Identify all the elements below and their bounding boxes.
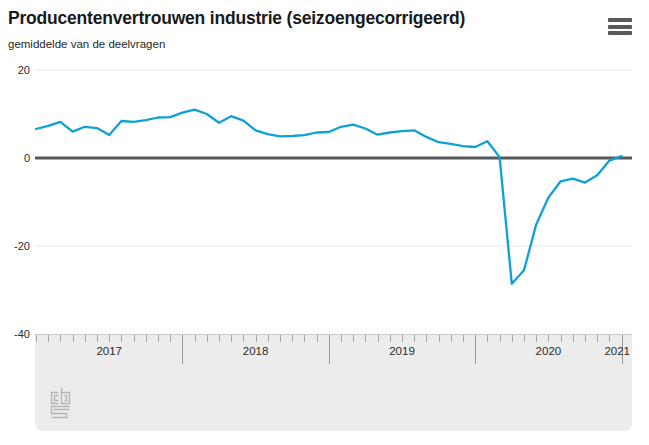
month-tick: [402, 335, 403, 342]
y-tick-label: -40: [0, 328, 30, 340]
month-tick: [585, 335, 586, 342]
month-tick: [426, 335, 427, 342]
month-tick: [292, 335, 293, 342]
year-separator: [329, 335, 330, 364]
hamburger-icon: [608, 25, 632, 29]
month-tick: [341, 335, 342, 342]
month-tick: [548, 335, 549, 342]
month-tick: [451, 335, 452, 342]
chart-title: Producentenvertrouwen industrie (seizoen…: [8, 8, 568, 29]
month-tick: [207, 335, 208, 342]
time-axis-panel[interactable]: 2017 2018 2019 2020 2021: [35, 334, 632, 431]
month-tick: [268, 335, 269, 342]
month-tick: [134, 335, 135, 342]
month-tick: [195, 335, 196, 342]
month-tick: [463, 335, 464, 342]
month-tick: [146, 335, 147, 342]
year-separator: [475, 335, 476, 364]
cbs-logo-b: [62, 388, 70, 404]
month-tick: [353, 335, 354, 342]
month-tick: [73, 335, 74, 342]
plot-area: [0, 0, 649, 340]
hamburger-icon: [608, 31, 632, 35]
month-tick: [317, 335, 318, 342]
month-tick: [97, 335, 98, 342]
month-tick: [243, 335, 244, 342]
chart-subtitle: gemiddelde van de deelvragen: [8, 38, 408, 50]
month-tick: [378, 335, 379, 342]
month-tick: [256, 335, 257, 342]
month-tick: [231, 335, 232, 342]
month-tick: [60, 335, 61, 342]
chart-widget: Producentenvertrouwen industrie (seizoen…: [0, 0, 649, 445]
month-tick: [121, 335, 122, 342]
month-tick: [487, 335, 488, 342]
month-tick: [573, 335, 574, 342]
chart-menu-button[interactable]: [608, 18, 632, 35]
month-tick: [36, 335, 37, 342]
cbs-logo: [48, 386, 72, 422]
x-year-label: 2018: [243, 345, 269, 357]
y-tick-label: -20: [0, 240, 30, 252]
year-separator: [182, 335, 183, 364]
month-tick: [414, 335, 415, 342]
month-tick: [109, 335, 110, 342]
y-tick-label: 0: [0, 152, 30, 164]
month-tick: [536, 335, 537, 342]
cbs-logo-s: [52, 407, 70, 418]
month-tick: [365, 335, 366, 342]
month-tick: [500, 335, 501, 342]
month-tick: [597, 335, 598, 342]
x-year-label: 2020: [536, 345, 562, 357]
month-tick: [512, 335, 513, 342]
month-tick: [390, 335, 391, 342]
month-tick: [304, 335, 305, 342]
hamburger-icon: [608, 18, 632, 22]
month-tick: [170, 335, 171, 342]
month-tick: [439, 335, 440, 342]
series-line: [36, 110, 622, 284]
month-tick: [280, 335, 281, 342]
month-tick: [85, 335, 86, 342]
month-tick: [524, 335, 525, 342]
month-tick: [561, 335, 562, 342]
y-tick-label: 20: [0, 64, 30, 76]
x-year-label: 2017: [96, 345, 122, 357]
month-tick: [219, 335, 220, 342]
month-tick: [158, 335, 159, 342]
month-tick: [48, 335, 49, 342]
month-tick: [609, 335, 610, 342]
x-year-label: 2021: [604, 345, 630, 357]
cbs-logo-c: [52, 393, 59, 404]
x-year-label: 2019: [389, 345, 415, 357]
